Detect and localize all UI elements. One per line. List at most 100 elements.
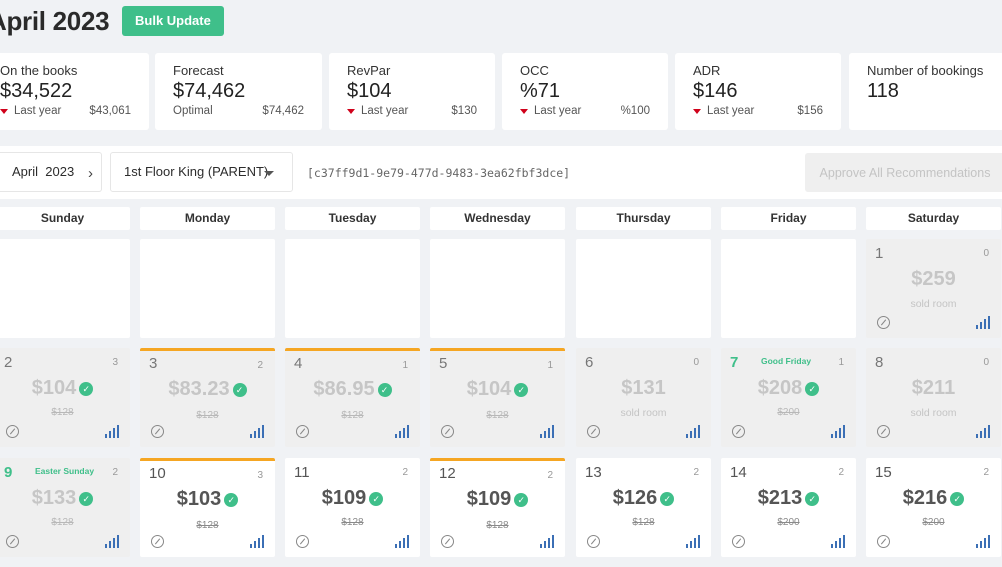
kpi-card: OCC %71 Last year %100	[502, 53, 668, 130]
day-number: 9	[4, 464, 13, 481]
day-number: 15	[875, 464, 892, 481]
signal-bars-icon[interactable]	[105, 425, 119, 438]
kpi-row: On the books $34,522 Last year $43,061 Forec…	[0, 53, 1002, 131]
month-picker[interactable]: April 2023 ›	[0, 152, 102, 192]
signal-bars-icon[interactable]	[686, 425, 700, 438]
day-number: 6	[585, 354, 594, 371]
booking-count: 2	[838, 467, 844, 478]
signal-bars-icon[interactable]	[831, 535, 845, 548]
signal-bars-icon[interactable]	[976, 535, 990, 548]
compass-icon[interactable]	[441, 535, 454, 548]
calendar-day-cell[interactable]: 9 2 Easter Sunday $133 ✓ $128	[0, 458, 130, 557]
check-circle-icon: ✓	[950, 491, 965, 506]
calendar-day-cell[interactable]: 12 2 $109 ✓ $128	[430, 458, 565, 557]
approve-all-button[interactable]: Approve All Recommendations	[805, 153, 1002, 192]
recommended-price: $211	[911, 377, 956, 399]
day-number: 2	[4, 354, 13, 371]
year-label: 2023	[45, 164, 75, 179]
signal-bars-icon[interactable]	[250, 425, 264, 438]
booking-count: 2	[112, 467, 118, 478]
kpi-sub-value: $130	[451, 105, 477, 117]
weekday-header: Wednesday	[430, 207, 565, 230]
room-type-select[interactable]: 1st Floor King (PARENT)	[110, 152, 293, 192]
down-triangle-icon	[520, 108, 528, 114]
calendar-day-cell[interactable]: 10 3 $103 ✓ $128	[140, 458, 275, 557]
booking-count: 2	[402, 467, 408, 478]
calendar-day-cell[interactable]: 13 2 $126 ✓ $128	[576, 458, 711, 557]
calendar-day-cell[interactable]: 6 0 $131 sold room	[576, 348, 711, 447]
day-number: 14	[730, 464, 747, 481]
holiday-label: Easter Sunday	[35, 466, 95, 476]
booking-count: 3	[257, 470, 263, 481]
signal-bars-icon[interactable]	[395, 535, 409, 548]
caret-down-icon	[264, 171, 274, 176]
kpi-card: RevPar $104 Last year $130	[329, 53, 495, 130]
calendar-day-cell[interactable]: 3 2 $83.23 ✓ $128	[140, 348, 275, 447]
check-circle-icon: ✓	[805, 491, 820, 506]
bulk-update-button[interactable]: Bulk Update	[122, 6, 224, 36]
calendar-toolbar: April 2023 › 1st Floor King (PARENT) [c3…	[0, 146, 1002, 199]
chevron-right-icon[interactable]: ›	[88, 165, 93, 182]
signal-bars-icon[interactable]	[250, 535, 264, 548]
previous-price: $200	[777, 517, 800, 528]
calendar-day-cell[interactable]: 15 2 $216 ✓ $200	[866, 458, 1001, 557]
signal-bars-icon[interactable]	[831, 425, 845, 438]
check-circle-icon: ✓	[369, 491, 384, 506]
calendar-day-cell[interactable]: 7 1 Good Friday $208 ✓ $200	[721, 348, 856, 447]
recommended-price: $216	[902, 487, 948, 509]
signal-bars-icon[interactable]	[395, 425, 409, 438]
kpi-label: ADR	[693, 63, 721, 78]
previous-price: $128	[196, 410, 219, 421]
room-uuid: [c37ff9d1-9e79-477d-9483-3ea62fbf3dce]	[307, 166, 571, 180]
recommended-price: $104	[31, 377, 77, 399]
compass-icon[interactable]	[151, 425, 164, 438]
booking-count: 3	[112, 357, 118, 368]
weekday-header: Tuesday	[285, 207, 420, 230]
previous-price: $200	[777, 407, 800, 418]
kpi-label: RevPar	[347, 63, 391, 78]
calendar-day-cell[interactable]: 11 2 $109 ✓ $128	[285, 458, 420, 557]
booking-count: 0	[983, 357, 989, 368]
calendar-day-cell[interactable]: 1 0 $259 sold room	[866, 239, 1001, 338]
calendar-day-cell[interactable]: 14 2 $213 ✓ $200	[721, 458, 856, 557]
check-circle-icon: ✓	[514, 382, 529, 397]
previous-price: $128	[632, 517, 655, 528]
compass-icon[interactable]	[877, 425, 890, 438]
signal-bars-icon[interactable]	[976, 425, 990, 438]
signal-bars-icon[interactable]	[105, 535, 119, 548]
kpi-label: Number of bookings	[867, 63, 984, 78]
recommended-price: $83.23	[168, 378, 230, 400]
sold-room-label: sold room	[910, 407, 957, 419]
kpi-value: $74,462	[173, 80, 246, 102]
calendar-day-cell[interactable]: 2 3 $104 ✓ $128	[0, 348, 130, 447]
weekday-header: Sunday	[0, 207, 130, 230]
signal-bars-icon[interactable]	[686, 535, 700, 548]
day-number: 11	[294, 464, 310, 481]
signal-bars-icon[interactable]	[540, 535, 554, 548]
recommended-price: $126	[612, 487, 658, 509]
previous-price: $128	[51, 517, 74, 528]
compass-icon[interactable]	[732, 425, 745, 438]
kpi-card: On the books $34,522 Last year $43,061	[0, 53, 149, 130]
compass-icon[interactable]	[296, 425, 309, 438]
calendar-day-cell[interactable]: 8 0 $211 sold room	[866, 348, 1001, 447]
compass-icon[interactable]	[877, 316, 890, 329]
compass-icon[interactable]	[877, 535, 890, 548]
compass-icon[interactable]	[587, 425, 600, 438]
calendar-day-cell[interactable]: 4 1 $86.95 ✓ $128	[285, 348, 420, 447]
compass-icon[interactable]	[441, 425, 454, 438]
booking-count: 2	[693, 467, 699, 478]
kpi-sub-value: $74,462	[262, 105, 304, 117]
signal-bars-icon[interactable]	[976, 316, 990, 329]
previous-price: $128	[486, 520, 509, 531]
down-triangle-icon	[347, 108, 355, 114]
day-number: 13	[585, 464, 602, 481]
compass-icon[interactable]	[151, 535, 164, 548]
signal-bars-icon[interactable]	[540, 425, 554, 438]
compass-icon[interactable]	[296, 535, 309, 548]
compass-icon[interactable]	[6, 425, 19, 438]
compass-icon[interactable]	[587, 535, 600, 548]
compass-icon[interactable]	[732, 535, 745, 548]
compass-icon[interactable]	[6, 535, 19, 548]
calendar-day-cell[interactable]: 5 1 $104 ✓ $128	[430, 348, 565, 447]
